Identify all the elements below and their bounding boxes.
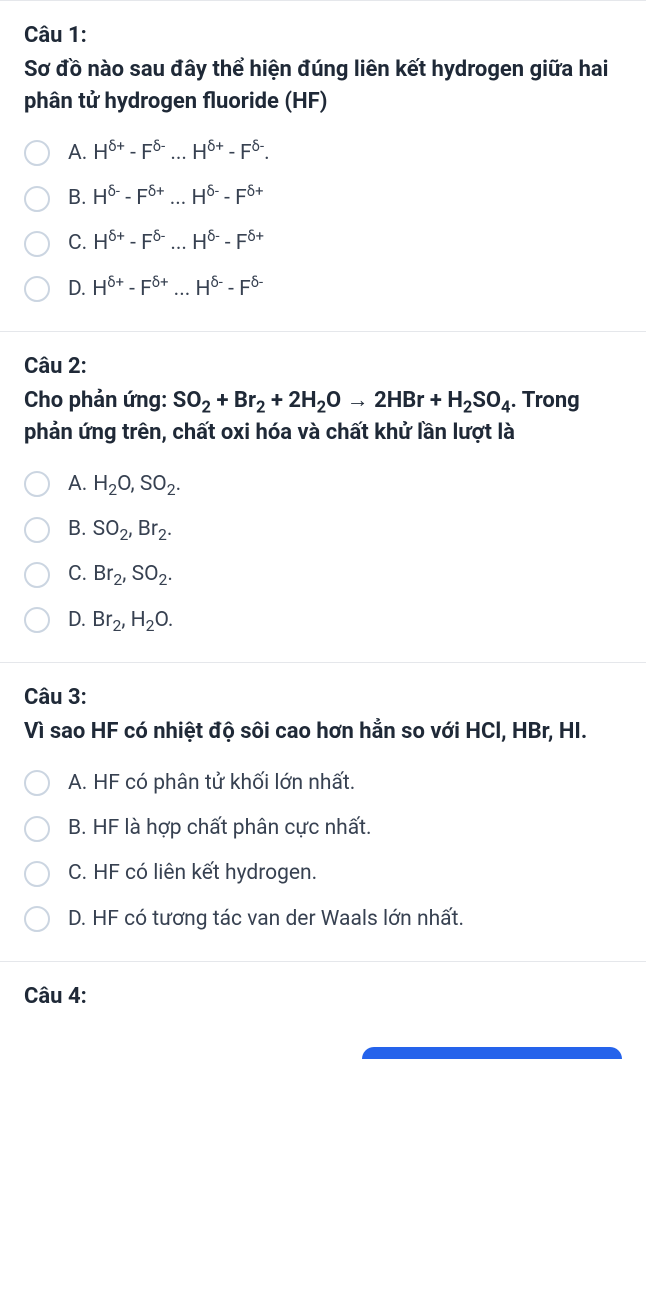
choice-option[interactable]: D.HF có tương tác van der Waals lớn nhất… xyxy=(24,906,622,933)
choice-letter: D. xyxy=(68,277,86,301)
radio-icon[interactable] xyxy=(24,861,50,887)
choice-text: Br2, H2O. xyxy=(92,608,173,632)
choice-letter: C. xyxy=(68,562,87,586)
choice-label: C.Hδ+ - Fδ- ... Hδ- - Fδ+ xyxy=(68,230,264,257)
radio-icon[interactable] xyxy=(24,607,50,633)
choices-list: A.Hδ+ - Fδ- ... Hδ+ - Fδ-.B.Hδ- - Fδ+ ..… xyxy=(24,140,622,303)
choice-label: D.HF có tương tác van der Waals lớn nhất… xyxy=(68,906,464,933)
question-block-1: Câu 1: Sơ đồ nào sau đây thể hiện đúng li… xyxy=(0,1,646,332)
choice-text: Hδ+ - Fδ- ... Hδ- - Fδ+ xyxy=(93,231,264,255)
choice-label: C.HF có liên kết hydrogen. xyxy=(68,860,317,887)
question-text: Cho phản ứng: SO2 + Br2 + 2H2O → 2HBr + … xyxy=(24,385,622,449)
choice-label: A.H2O, SO2. xyxy=(68,471,181,498)
choice-label: A.HF có phân tử khối lớn nhất. xyxy=(68,770,355,797)
choice-label: A.Hδ+ - Fδ- ... Hδ+ - Fδ-. xyxy=(68,140,270,167)
choice-letter: C. xyxy=(68,861,87,885)
radio-icon[interactable] xyxy=(24,906,50,932)
question-text: Sơ đồ nào sau đây thể hiện đúng liên kết… xyxy=(24,54,622,118)
choice-label: B.HF là hợp chất phân cực nhất. xyxy=(68,815,372,842)
choice-option[interactable]: B.SO2, Br2. xyxy=(24,516,622,543)
choice-label: D.Hδ+ - Fδ+ ... Hδ- - Fδ- xyxy=(68,276,263,303)
choice-letter: D. xyxy=(68,907,86,931)
choice-label: C.Br2, SO2. xyxy=(68,561,173,588)
question-number: Câu 2: xyxy=(24,354,622,379)
quiz-page: Câu 1: Sơ đồ nào sau đây thể hiện đúng li… xyxy=(0,0,646,1295)
choice-letter: C. xyxy=(68,231,87,255)
radio-icon[interactable] xyxy=(24,186,50,212)
primary-button[interactable] xyxy=(362,1047,622,1059)
choice-text: HF có liên kết hydrogen. xyxy=(93,861,317,885)
choice-text: HF có phân tử khối lớn nhất. xyxy=(93,771,355,795)
radio-icon[interactable] xyxy=(24,816,50,842)
choice-text: Hδ+ - Fδ- ... Hδ+ - Fδ-. xyxy=(93,141,269,165)
question-block-4: Câu 4: xyxy=(0,962,646,1043)
choice-letter: D. xyxy=(68,608,86,632)
choice-label: D.Br2, H2O. xyxy=(68,607,173,634)
choice-text: HF là hợp chất phân cực nhất. xyxy=(93,816,372,840)
choice-option[interactable]: B.HF là hợp chất phân cực nhất. xyxy=(24,815,622,842)
question-number: Câu 3: xyxy=(24,685,622,710)
choice-option[interactable]: A.Hδ+ - Fδ- ... Hδ+ - Fδ-. xyxy=(24,140,622,167)
choice-text: Hδ- - Fδ+ ... Hδ- - Fδ+ xyxy=(93,186,264,210)
question-number: Câu 4: xyxy=(24,984,622,1009)
question-block-2: Câu 2: Cho phản ứng: SO2 + Br2 + 2H2O → 2… xyxy=(0,332,646,663)
choice-option[interactable]: B.Hδ- - Fδ+ ... Hδ- - Fδ+ xyxy=(24,185,622,212)
choice-letter: A. xyxy=(68,472,87,496)
choice-text: H2O, SO2. xyxy=(93,472,181,496)
choice-label: B.Hδ- - Fδ+ ... Hδ- - Fδ+ xyxy=(68,185,263,212)
radio-icon[interactable] xyxy=(24,140,50,166)
radio-icon[interactable] xyxy=(24,471,50,497)
radio-icon[interactable] xyxy=(24,231,50,257)
choice-letter: B. xyxy=(68,517,87,541)
choice-option[interactable]: C.Br2, SO2. xyxy=(24,561,622,588)
question-text: Vì sao HF có nhiệt độ sôi cao hơn hẳn so… xyxy=(24,716,622,748)
radio-icon[interactable] xyxy=(24,562,50,588)
choice-letter: A. xyxy=(68,771,87,795)
choice-letter: B. xyxy=(68,816,87,840)
questions-container: Câu 1: Sơ đồ nào sau đây thể hiện đúng li… xyxy=(0,1,646,1043)
choice-option[interactable]: C.HF có liên kết hydrogen. xyxy=(24,860,622,887)
choices-list: A.HF có phân tử khối lớn nhất.B.HF là hợ… xyxy=(24,770,622,933)
question-block-3: Câu 3: Vì sao HF có nhiệt độ sôi cao hơn … xyxy=(0,663,646,962)
radio-icon[interactable] xyxy=(24,517,50,543)
bottom-bar xyxy=(0,1043,646,1059)
choice-option[interactable]: D.Br2, H2O. xyxy=(24,607,622,634)
choice-letter: B. xyxy=(68,186,87,210)
choice-letter: A. xyxy=(68,141,87,165)
choice-option[interactable]: A.HF có phân tử khối lớn nhất. xyxy=(24,770,622,797)
choice-text: Br2, SO2. xyxy=(93,562,173,586)
radio-icon[interactable] xyxy=(24,276,50,302)
choice-text: SO2, Br2. xyxy=(93,517,173,541)
radio-icon[interactable] xyxy=(24,770,50,796)
choice-option[interactable]: A.H2O, SO2. xyxy=(24,471,622,498)
choice-option[interactable]: D.Hδ+ - Fδ+ ... Hδ- - Fδ- xyxy=(24,276,622,303)
choices-list: A.H2O, SO2.B.SO2, Br2.C.Br2, SO2.D.Br2, … xyxy=(24,471,622,634)
choice-text: Hδ+ - Fδ+ ... Hδ- - Fδ- xyxy=(92,277,263,301)
choice-label: B.SO2, Br2. xyxy=(68,516,172,543)
choice-option[interactable]: C.Hδ+ - Fδ- ... Hδ- - Fδ+ xyxy=(24,230,622,257)
question-number: Câu 1: xyxy=(24,23,622,48)
choice-text: HF có tương tác van der Waals lớn nhất. xyxy=(92,907,464,931)
